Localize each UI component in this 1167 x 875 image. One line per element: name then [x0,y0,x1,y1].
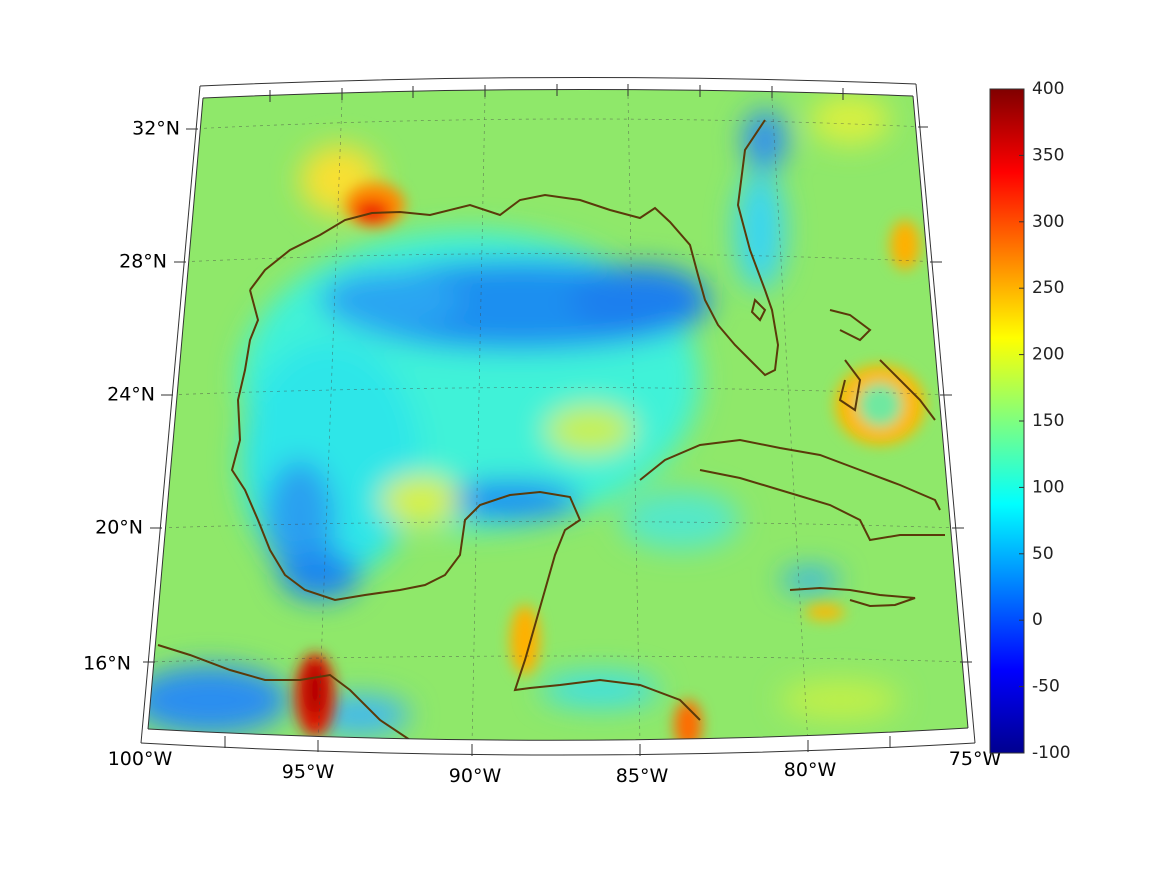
lat-label: 32°N [132,118,180,140]
colorbar-tick-label: 50 [1032,544,1054,564]
field-layer [148,89,968,741]
colorbar-ticks: 400 350 300 250 200 150 100 50 0 -50 -100 [1019,79,1071,763]
lon-label: 85°W [616,765,669,787]
colorbar-tick-label: 350 [1032,145,1064,165]
colorbar-tick-label: -50 [1032,677,1060,697]
lat-label: 28°N [119,251,167,273]
colorbar-tick-label: 0 [1032,610,1043,630]
lon-label: 80°W [784,759,837,781]
colorbar-tick-label: 400 [1032,79,1064,99]
lat-label: 20°N [95,517,143,539]
lat-label: 16°N [83,653,131,675]
lat-label: 24°N [107,384,155,406]
colorbar-tick-label: 100 [1032,477,1064,497]
lon-label: 75°W [949,748,1002,770]
map-frame [140,76,976,756]
colorbar-tick-label: 250 [1032,278,1064,298]
colorbar: 400 350 300 250 200 150 100 50 0 -50 -100 [989,79,1071,763]
latitude-labels: 32°N 28°N 24°N 20°N 16°N [83,118,180,675]
colorbar-tick-label: -100 [1032,743,1071,763]
frame-ticks [143,84,972,756]
coastline [157,119,945,741]
lon-label: 100°W [108,748,173,770]
colorbar-gradient [989,88,1025,754]
colorbar-tick-label: 150 [1032,411,1064,431]
longitude-labels: 100°W 95°W 90°W 85°W 80°W 75°W [108,748,1002,787]
colorbar-tick-label: 300 [1032,212,1064,232]
colorbar-tick-label: 200 [1032,345,1064,365]
graticule [148,95,968,741]
lon-label: 90°W [449,765,502,787]
lon-label: 95°W [282,761,335,783]
